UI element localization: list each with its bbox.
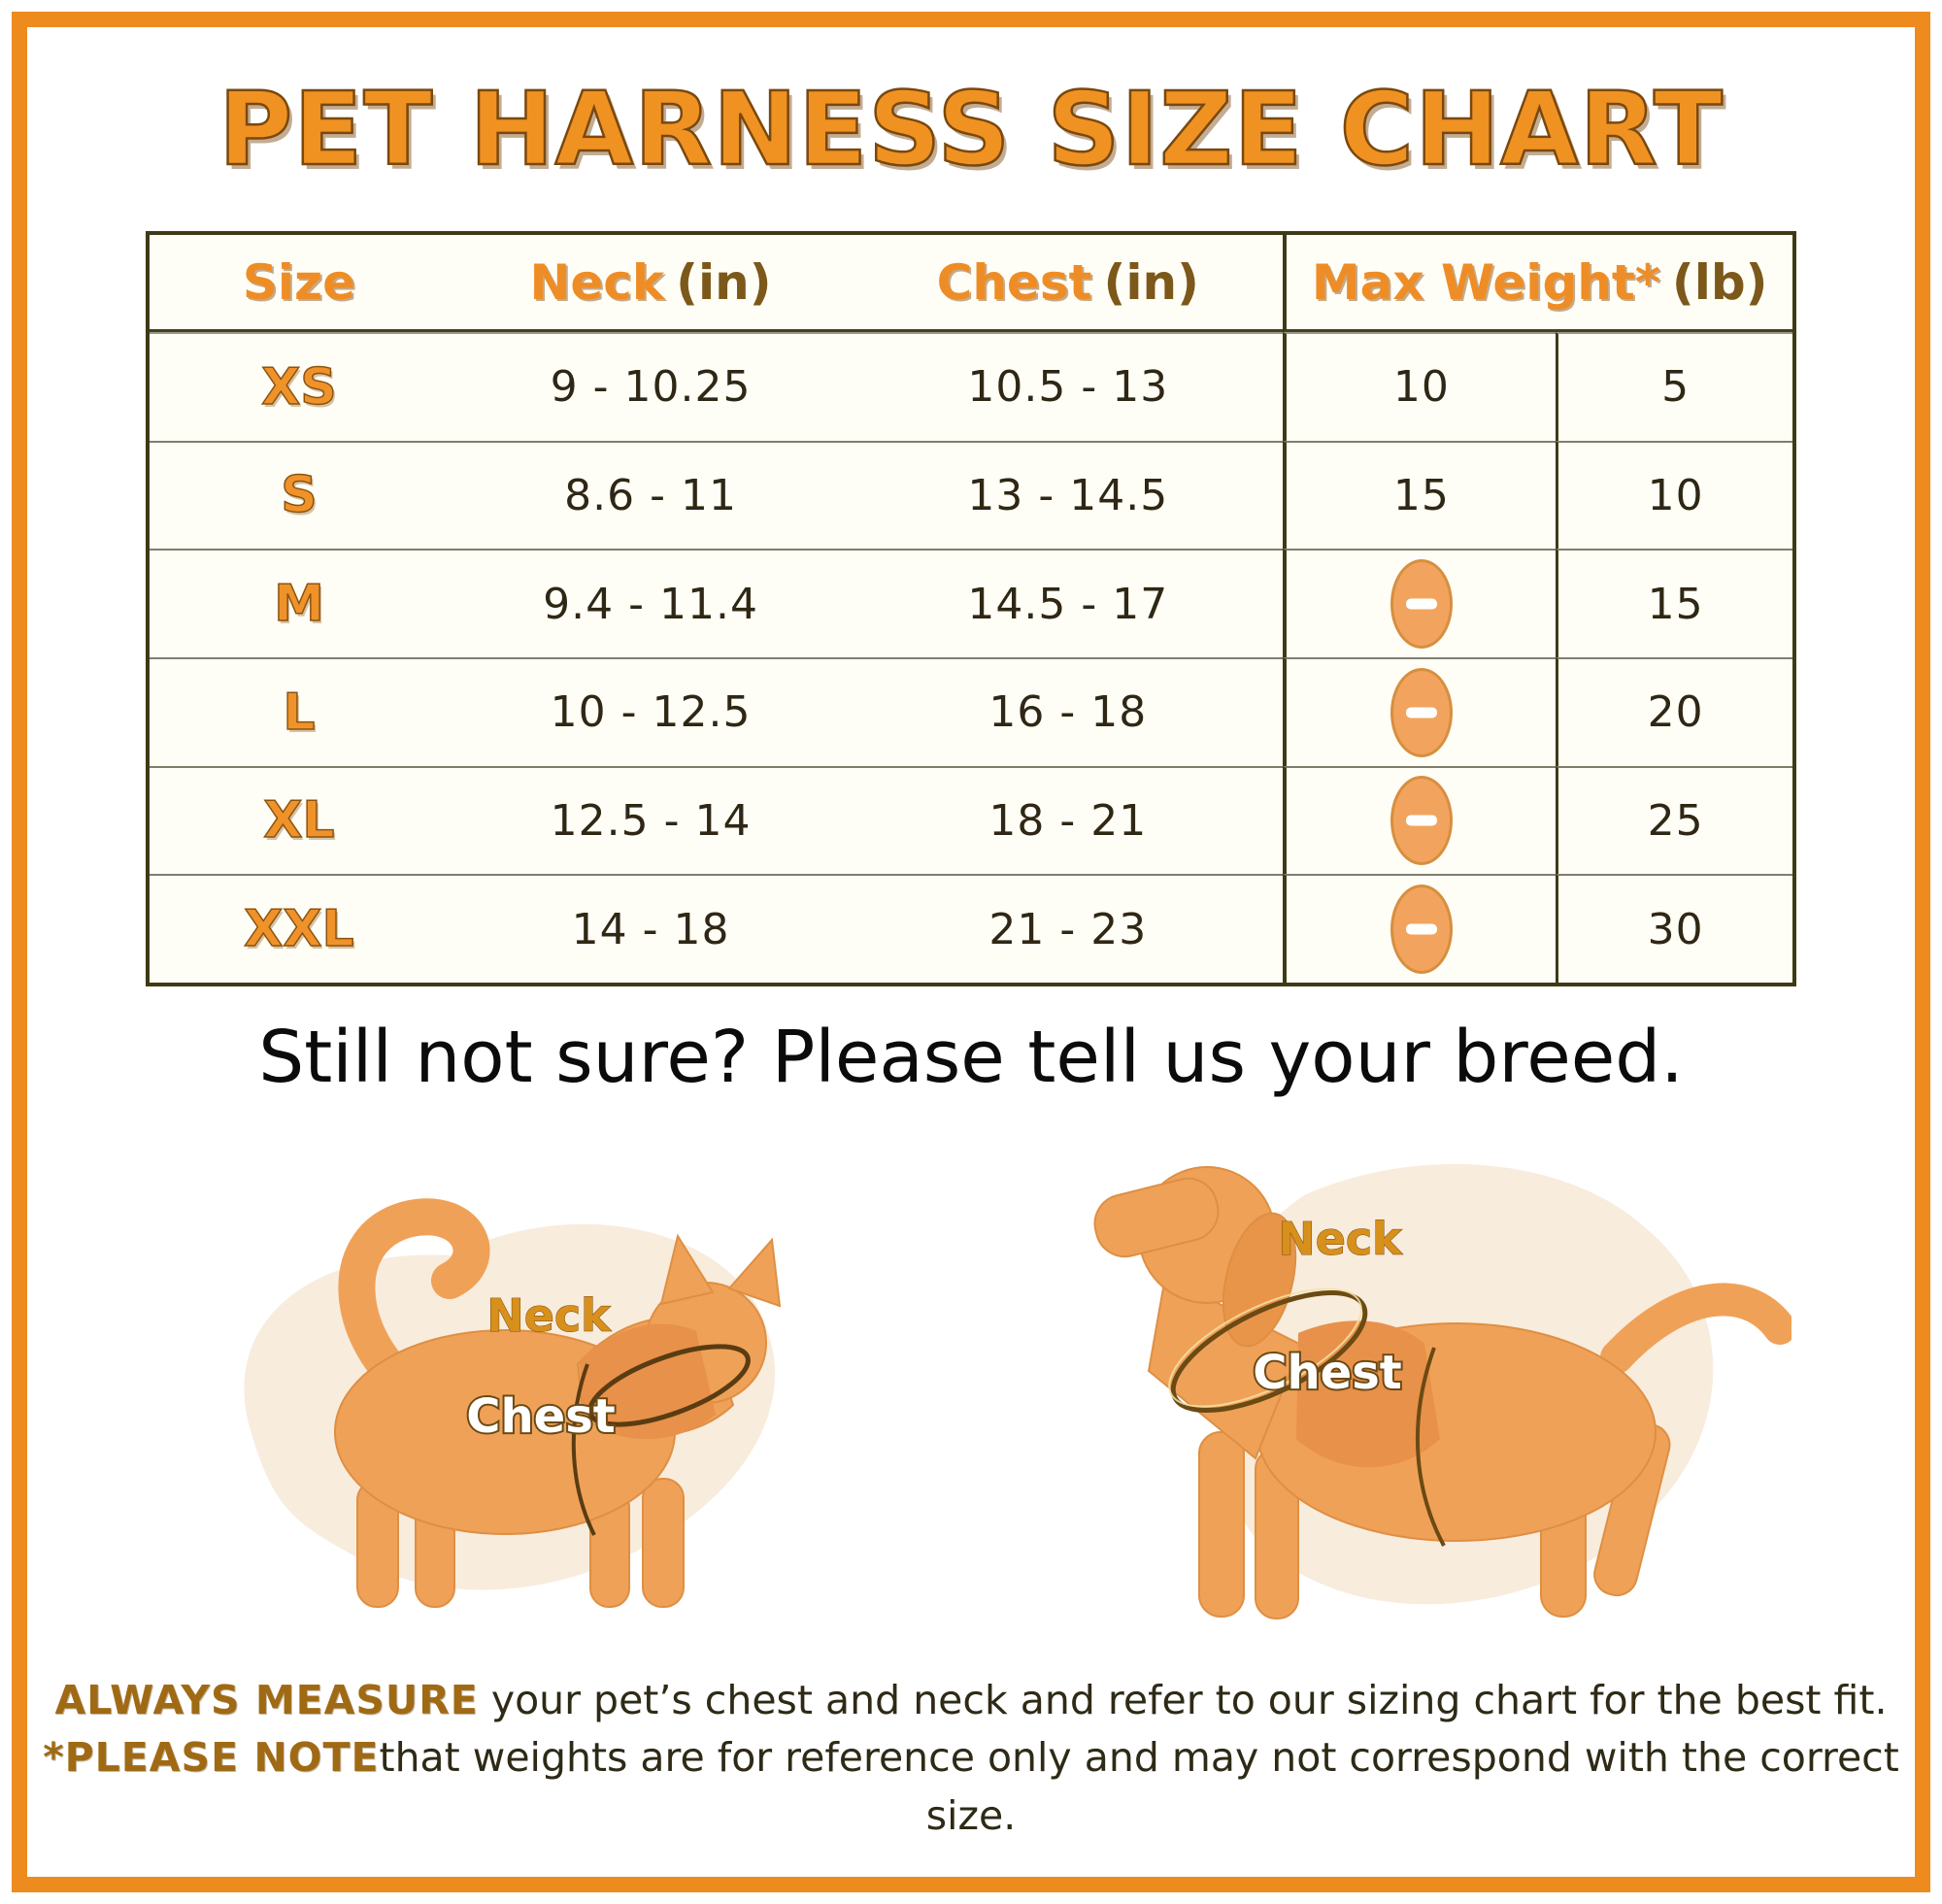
page-title: PET HARNESS SIZE CHART (218, 69, 1724, 190)
header-max-weight-label: Max Weight* (1311, 253, 1660, 311)
cell-xl-weight-right: 25 (1556, 765, 1792, 875)
header-chest-label: Chest (936, 253, 1092, 311)
cell-s-chest: 13 - 14.5 (853, 440, 1284, 550)
cell-xl-weight-left (1283, 765, 1557, 875)
dog-muzzle (1093, 1177, 1220, 1258)
footnote-1-bold: ALWAYS MEASURE (54, 1677, 479, 1723)
cell-xs-chest: 10.5 - 13 (853, 332, 1284, 441)
size-label-xl: XL (263, 791, 336, 852)
cat-neck-label: Neck (486, 1289, 612, 1342)
header-neck-unit: (in) (676, 253, 772, 311)
cat-measurement-diagram: Neck Chest (160, 1141, 869, 1654)
cell-l-weight-right: 20 (1556, 656, 1792, 766)
cell-xxl-neck: 14 - 18 (448, 874, 854, 983)
cat-chest-measure-line (571, 1363, 596, 1536)
dog-neck-measure-loop-highlight (1168, 1287, 1362, 1408)
cell-s-weight-right: 10 (1556, 440, 1792, 550)
footnote-2-text: that weights are for reference only and … (379, 1734, 1899, 1839)
dog-neck-label: Neck (1278, 1213, 1403, 1265)
cat-tail (338, 1198, 490, 1407)
subtitle-breed-question: Still not sure? Please tell us your bree… (258, 1016, 1684, 1099)
cell-m-chest: 14.5 - 17 (853, 549, 1284, 657)
footnote-1-text: your pet’s chest and neck and refer to o… (478, 1677, 1888, 1723)
size-label-s: S (280, 466, 318, 526)
size-label-xxl: XXL (244, 899, 355, 959)
cell-m-weight-right: 15 (1556, 549, 1792, 657)
cell-xxl-weight-right: 30 (1556, 874, 1792, 983)
header-neck: Neck (in) (448, 235, 854, 332)
cell-xxl-chest: 21 - 23 (853, 874, 1284, 983)
cell-l-neck: 10 - 12.5 (448, 656, 854, 766)
size-label-xs: XS (260, 357, 337, 418)
header-size-label: Size (242, 253, 356, 311)
cell-xl-neck: 12.5 - 14 (448, 765, 854, 875)
cell-m-neck: 9.4 - 11.4 (448, 549, 854, 657)
cell-xs-weight-right: 5 (1556, 332, 1792, 441)
header-max-weight: Max Weight* (lb) (1283, 235, 1792, 332)
dog-chest-label: Chest (1253, 1346, 1401, 1400)
footnote-line-1: ALWAYS MEASURE your pet’s chest and neck… (0, 1672, 1942, 1729)
cell-m-size: M (150, 549, 449, 657)
cat-ear-left (659, 1233, 715, 1306)
footnote-2-bold: *PLEASE NOTE (43, 1734, 380, 1782)
page-border-frame (12, 12, 1930, 1892)
minus-icon (1390, 776, 1453, 866)
cell-xs-size: XS (150, 332, 449, 441)
cell-m-weight-left (1283, 549, 1557, 657)
cell-l-chest: 16 - 18 (853, 656, 1284, 766)
header-neck-label: Neck (529, 253, 665, 311)
cell-xs-neck: 9 - 10.25 (448, 332, 854, 441)
header-size: Size (150, 235, 449, 332)
cell-xl-size: XL (150, 765, 449, 875)
cat-illustration: Neck Chest (244, 1198, 782, 1608)
cell-l-weight-left (1283, 656, 1557, 766)
header-max-weight-unit: (lb) (1671, 253, 1768, 311)
dog-measurement-diagram: Neck Chest (1005, 1097, 1796, 1664)
minus-icon (1390, 559, 1453, 650)
minus-icon (1390, 667, 1453, 757)
cell-s-weight-left: 15 (1283, 440, 1557, 550)
dog-illustration: Neck Chest (1093, 1163, 1796, 1620)
dog-tail (1600, 1283, 1796, 1374)
dog-silhouette (1093, 1166, 1796, 1620)
cell-xxl-weight-left (1283, 874, 1557, 983)
cat-neck-measure-loop (587, 1344, 751, 1427)
cell-l-size: L (150, 656, 449, 766)
size-table: Size Neck (in) Chest (in) Max Weight* (l… (146, 231, 1796, 986)
cat-chest-label: Chest (466, 1389, 615, 1444)
cell-s-neck: 8.6 - 11 (448, 440, 854, 550)
cell-xxl-size: XXL (150, 874, 449, 983)
header-chest: Chest (in) (853, 235, 1284, 332)
header-chest-unit: (in) (1103, 253, 1199, 311)
size-label-l: L (283, 683, 317, 743)
cell-xl-chest: 18 - 21 (853, 765, 1284, 875)
cell-xs-weight-left: 10 (1283, 332, 1557, 441)
dog-chest-measure-line (1415, 1347, 1446, 1547)
footnotes: ALWAYS MEASURE your pet’s chest and neck… (0, 1672, 1942, 1845)
cat-ear-right (727, 1237, 782, 1308)
minus-icon (1390, 885, 1453, 975)
cell-s-size: S (150, 440, 449, 550)
size-label-m: M (273, 574, 324, 634)
footnote-line-2: *PLEASE NOTEthat weights are for referen… (0, 1729, 1942, 1845)
